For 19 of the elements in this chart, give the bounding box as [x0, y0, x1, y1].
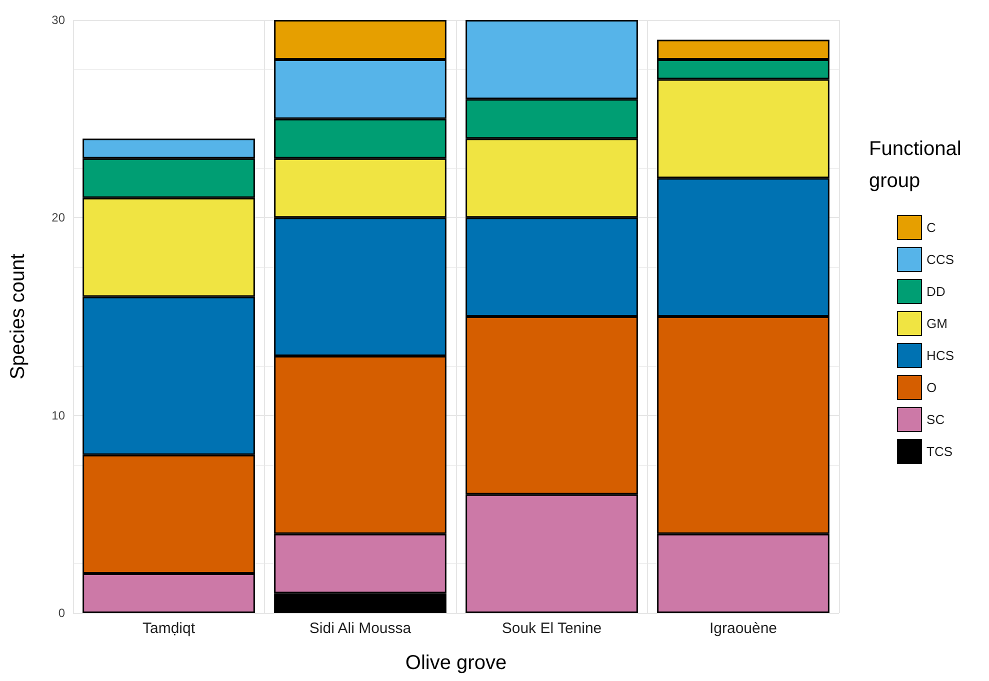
legend-label: C — [926, 220, 936, 235]
y-tick-label: 20 — [52, 210, 66, 225]
legend-label: GM — [926, 316, 948, 331]
legend-label: O — [926, 380, 937, 395]
x-tick-label: Igraouène — [709, 620, 778, 637]
legend-label: DD — [926, 284, 946, 299]
legend-title: Functional group — [869, 138, 967, 192]
legend-label: TCS — [926, 444, 953, 459]
x-tick-label: Souk El Tenine — [502, 620, 602, 637]
x-tick-label: Sidi Ali Moussa — [309, 620, 412, 637]
y-axis-title: Species count — [7, 253, 29, 380]
y-tick-label: 0 — [58, 606, 66, 620]
y-tick-label: 30 — [52, 13, 66, 27]
x-axis-title: Olive grove — [405, 652, 507, 674]
y-tick-label: 10 — [52, 408, 66, 422]
x-tick-label: Tamḍiqt — [142, 620, 196, 637]
legend-label: HCS — [926, 348, 954, 363]
legend-label: CCS — [926, 252, 954, 267]
legend-label: SC — [926, 412, 945, 427]
